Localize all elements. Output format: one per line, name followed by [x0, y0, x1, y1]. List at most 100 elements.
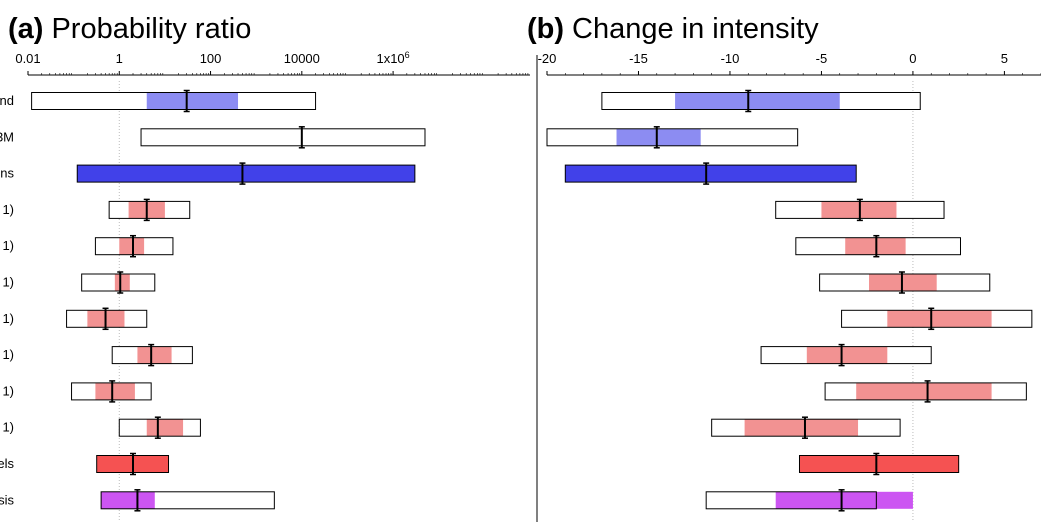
panel-a-row-label: nd — [0, 93, 14, 108]
interval-outline — [66, 309, 148, 328]
panel-a: (a) Probability ratio 0.01 1 100 10000 1x106 … — [0, 13, 530, 522]
interval-outline — [94, 237, 174, 256]
panel-b-interval-row — [564, 162, 857, 185]
panel-a-row-label: 1) — [2, 275, 14, 290]
interval-inner-range — [856, 382, 992, 400]
panel-a-interval-row — [31, 89, 317, 113]
panel-b-interval-row — [760, 343, 932, 367]
interval-outline — [760, 346, 932, 365]
panel-b-interval-row — [601, 89, 921, 113]
panel-b-interval-row — [798, 452, 960, 476]
interval-outline — [819, 273, 991, 292]
interval-inner-range — [114, 274, 130, 291]
interval-outer-range — [799, 455, 959, 473]
panel-a-interval-row — [111, 343, 193, 367]
panel-a-title-text: Probability ratio — [51, 13, 251, 45]
panel-b-title-text: Change in intensity — [572, 13, 819, 45]
panel-b-title: (b) Change in intensity — [527, 13, 819, 45]
panel-a-interval-row — [71, 380, 152, 403]
panel-a-row-label: 1) — [2, 238, 14, 253]
panel-b-tick-label: 0 — [909, 51, 916, 66]
panel-b-interval-row — [841, 307, 1033, 331]
interval-outline — [108, 200, 191, 219]
interval-inner-range — [101, 491, 155, 509]
panel-a-row-label: sis — [0, 492, 14, 507]
interval-outline — [824, 382, 1027, 401]
panel-b-tick-label: 5 — [1001, 51, 1008, 66]
interval-outline — [81, 273, 156, 292]
panel-a-tick-label: 1 — [116, 51, 123, 66]
panel-b-interval-row — [705, 489, 913, 512]
interval-outer-range — [565, 165, 857, 183]
panel-a-row-label: 1) — [2, 311, 14, 326]
tick-label-exponent: 6 — [405, 50, 410, 60]
interval-outline — [140, 128, 426, 147]
panel-a-interval-row — [118, 416, 201, 439]
interval-inner-range — [887, 310, 992, 328]
interval-inner-range — [616, 128, 701, 146]
interval-outline — [31, 92, 317, 110]
panel-a-row-label: 1) — [2, 420, 14, 435]
interval-outline — [705, 491, 877, 510]
panel-b-tick-label: -5 — [816, 51, 828, 66]
panel-b-letter: (b) — [527, 13, 564, 45]
panel-b-tick-label: -20 — [538, 51, 557, 66]
panel-a-letter: (a) — [8, 13, 43, 45]
panel-a-interval-row — [100, 489, 275, 512]
panel-a-interval-row — [94, 234, 174, 258]
interval-inner-range — [95, 382, 135, 400]
panel-b-interval-row — [775, 198, 945, 222]
panel-b: (b) Change in intensity -20 -15 -10 -5 0 5 — [527, 13, 1041, 522]
panel-b-interval-row — [795, 234, 961, 258]
panel-a-row-labels: nd 3M ns 1) 1) 1) 1) 1) 1) 1) els sis — [0, 93, 14, 507]
panel-a-tick-label: 0.01 — [15, 51, 40, 66]
panel-b-interval-row — [824, 380, 1027, 403]
panel-a-row-label: 3M — [0, 129, 14, 144]
panel-b-tick-label: -10 — [721, 51, 740, 66]
panel-a-title: (a) Probability ratio — [8, 13, 251, 45]
interval-outline — [601, 92, 921, 110]
panel-a-tick-label: 1x106 — [376, 50, 409, 66]
interval-inner-range — [744, 419, 859, 437]
interval-outline — [118, 418, 201, 437]
interval-inner-range — [146, 419, 184, 437]
panel-b-axis: -20 -15 -10 -5 0 5 — [538, 51, 1041, 76]
panel-a-interval-row — [96, 452, 170, 476]
interval-outline — [798, 455, 960, 473]
panel-a-interval-row — [140, 126, 426, 149]
panel-a-interval-row — [108, 198, 191, 222]
panel-a-interval-row — [76, 162, 416, 185]
interval-outline — [841, 309, 1033, 328]
interval-outer-range — [77, 165, 415, 183]
interval-outline — [795, 237, 961, 256]
panel-b-rows — [546, 81, 1033, 522]
panel-a-row-label: ns — [0, 166, 14, 181]
panel-a-row-label: 1) — [2, 383, 14, 398]
interval-outline — [111, 346, 193, 365]
panel-a-tick-label: 10000 — [284, 51, 320, 66]
interval-outline — [564, 164, 857, 183]
panel-a-tick-label: 100 — [200, 51, 222, 66]
interval-outer-range — [141, 128, 425, 146]
panel-b-interval-row — [546, 126, 799, 149]
panel-a-row-label: 1) — [2, 202, 14, 217]
panel-a-interval-row — [66, 307, 148, 331]
interval-inner-range — [137, 346, 172, 364]
panel-a-axis: 0.01 1 100 10000 1x106 — [15, 50, 530, 76]
interval-inner-range — [146, 92, 239, 110]
interval-outline — [100, 491, 275, 510]
interval-outline — [76, 164, 416, 183]
interval-inner-range — [119, 237, 145, 255]
panel-b-interval-row — [819, 271, 991, 294]
panel-b-tick-label: -15 — [629, 51, 648, 66]
interval-outline — [546, 128, 799, 147]
panel-a-rows — [31, 81, 426, 522]
panel-b-interval-row — [711, 416, 901, 439]
panel-a-row-label: els — [0, 456, 14, 471]
interval-inner-range — [775, 491, 913, 509]
interval-inner-range — [675, 92, 840, 110]
panel-a-interval-row — [81, 271, 156, 294]
interval-inner-range — [806, 346, 888, 364]
panel-a-row-label: 1) — [2, 347, 14, 362]
